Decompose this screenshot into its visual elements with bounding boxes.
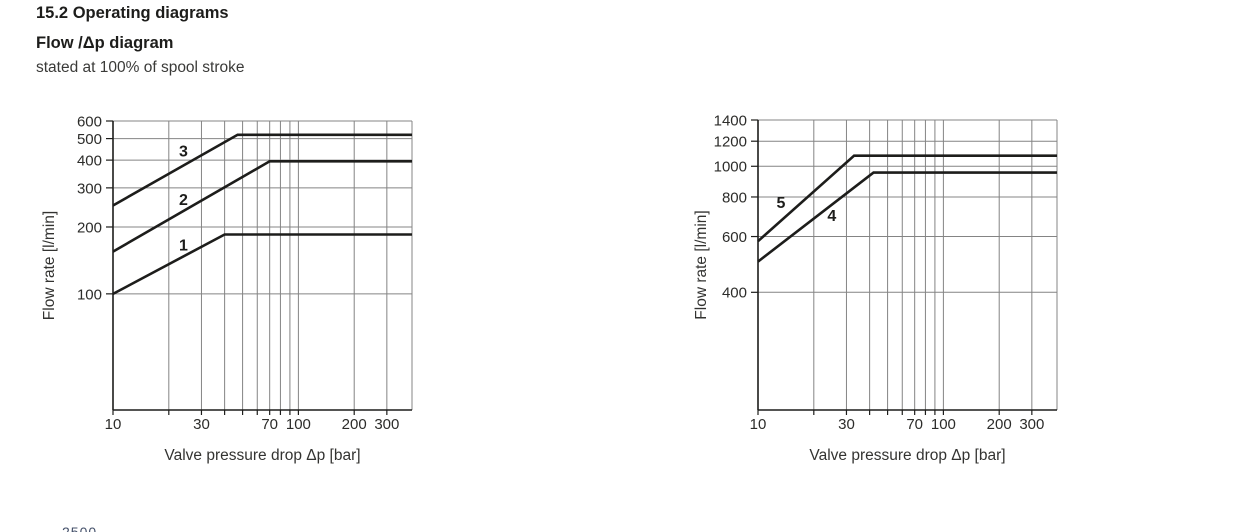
curve-5 — [757, 154, 1057, 243]
diagram-title: Flow /Δp diagram — [36, 34, 174, 52]
curve-label-1: 1 — [179, 238, 188, 255]
x-axis-title: Valve pressure drop Δp [bar] — [164, 447, 360, 464]
y-axis-title: Flow rate [l/min] — [693, 210, 710, 319]
svg-text:300: 300 — [374, 416, 399, 433]
svg-text:70: 70 — [906, 416, 923, 433]
svg-text:100: 100 — [77, 286, 102, 303]
y-tick-labels: 400 600 800 1000 1200 1400 — [714, 112, 747, 301]
svg-text:800: 800 — [722, 189, 747, 206]
axes — [757, 120, 1057, 411]
svg-text:200: 200 — [987, 416, 1012, 433]
diagram-note: stated at 100% of spool stroke — [36, 59, 245, 76]
curve-1 — [112, 233, 412, 296]
svg-text:1400: 1400 — [714, 112, 747, 129]
svg-text:100: 100 — [931, 416, 956, 433]
footer-partial-text-value: 2500 — [62, 526, 132, 532]
svg-text:400: 400 — [77, 153, 102, 170]
flow-dp-chart-right: 400 600 800 1000 1200 1400 10 30 70 100 200 300 4 5 Va… — [693, 112, 1058, 464]
svg-text:100: 100 — [286, 416, 311, 433]
svg-text:300: 300 — [77, 180, 102, 197]
svg-text:1200: 1200 — [714, 134, 747, 151]
curve-2 — [112, 159, 412, 253]
svg-text:10: 10 — [105, 416, 122, 433]
svg-text:600: 600 — [722, 229, 747, 246]
tick-marks — [106, 120, 388, 415]
svg-text:30: 30 — [193, 416, 210, 433]
curve-label-2: 2 — [179, 192, 188, 209]
svg-text:600: 600 — [77, 113, 102, 130]
curve-label-3: 3 — [179, 144, 188, 161]
curve-3 — [112, 133, 412, 207]
x-axis-title: Valve pressure drop Δp [bar] — [809, 447, 1005, 464]
svg-text:10: 10 — [750, 416, 767, 433]
svg-text:500: 500 — [77, 131, 102, 148]
svg-text:200: 200 — [77, 219, 102, 236]
curve-4 — [757, 171, 1057, 263]
svg-text:1000: 1000 — [714, 159, 747, 176]
y-axis-title: Flow rate [l/min] — [41, 211, 58, 320]
svg-text:30: 30 — [838, 416, 855, 433]
curve-label-4: 4 — [827, 208, 836, 225]
axes — [112, 121, 412, 411]
svg-text:300: 300 — [1019, 416, 1044, 433]
section-title: 15.2 Operating diagrams — [36, 4, 229, 22]
curve-label-5: 5 — [777, 195, 786, 212]
x-tick-labels: 10 30 70 100 200 300 — [750, 416, 1045, 433]
gridlines — [758, 119, 1058, 410]
x-tick-labels: 10 30 70 100 200 300 — [105, 416, 400, 433]
svg-text:200: 200 — [342, 416, 367, 433]
svg-text:70: 70 — [261, 416, 278, 433]
tick-marks — [751, 119, 1033, 415]
footer-partial-text: 2500 — [62, 526, 132, 532]
svg-text:400: 400 — [722, 285, 747, 302]
